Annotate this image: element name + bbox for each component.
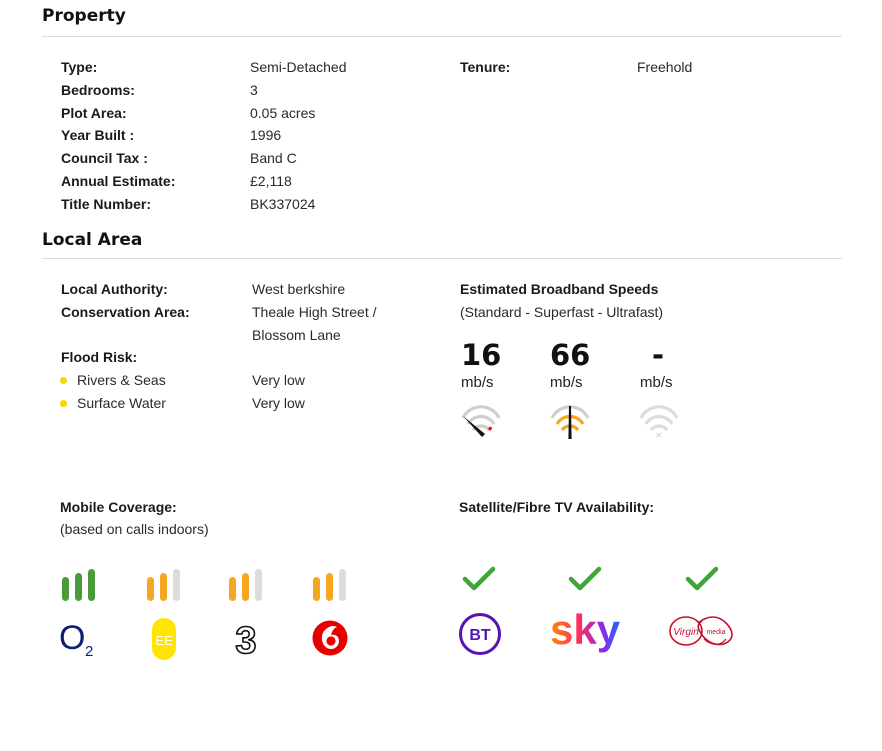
bt-available-check-icon: [462, 566, 496, 591]
council-tax-label: Council Tax :: [61, 150, 148, 166]
o2-logo: O 2: [59, 619, 93, 659]
type-label: Type:: [61, 59, 98, 75]
speedometer-unavailable-icon: [639, 405, 679, 438]
flood-bullet-dot: [60, 377, 67, 384]
speedometer-low-icon: [461, 405, 501, 437]
o2-signal-bars-icon: [62, 569, 95, 601]
local-authority-value: West berkshire: [252, 281, 346, 297]
ee-logo-text: EE: [155, 633, 173, 648]
plot-area-value: 0.05 acres: [250, 105, 316, 121]
conservation-area-label: Conservation Area:: [61, 304, 190, 320]
broadband-ultrafast-speed: -: [652, 338, 665, 372]
tenure-label: Tenure:: [460, 59, 511, 75]
sky-available-check-icon: [568, 566, 602, 591]
property-divider: [42, 36, 842, 37]
speedometer-mid-icon: [550, 405, 590, 439]
sky-logo-text: sky: [550, 606, 621, 653]
sky-logo: sky: [550, 606, 621, 653]
three-logo-text: 3: [235, 620, 256, 659]
tv-availability-title: Satellite/Fibre TV Availability:: [459, 499, 655, 515]
virgin-logo-text: Virgin: [673, 627, 699, 638]
plot-area-label: Plot Area:: [61, 105, 127, 121]
broadband-standard-unit: mb/s: [461, 374, 494, 391]
o2-logo-subscript: 2: [85, 643, 93, 659]
o2-logo-text: O: [59, 619, 85, 657]
three-signal-bars-icon: [229, 569, 262, 601]
vodafone-signal-bars-icon: [313, 569, 346, 601]
year-built-value: 1996: [250, 127, 282, 143]
bedrooms-label: Bedrooms:: [61, 82, 135, 98]
annual-estimate-value: £2,118: [250, 173, 292, 189]
vodafone-logo: [312, 620, 348, 656]
broadband-superfast-unit: mb/s: [550, 374, 583, 391]
virgin-media-logo: Virgin media: [669, 616, 733, 646]
year-built-label: Year Built :: [61, 127, 135, 143]
flood-rivers-seas-label: Rivers & Seas: [77, 372, 166, 388]
bt-logo: BT: [459, 613, 501, 655]
three-logo: 3: [235, 619, 258, 659]
broadband-superfast-speed: 66: [550, 338, 591, 372]
mobile-coverage-title: Mobile Coverage:: [60, 499, 177, 515]
council-tax-value: Band C: [250, 150, 297, 166]
flood-rivers-seas-value: Very low: [252, 372, 305, 388]
annual-estimate-label: Annual Estimate:: [61, 173, 176, 189]
bedrooms-value: 3: [250, 82, 258, 98]
flood-risk-label: Flood Risk:: [61, 349, 138, 365]
bt-logo-text: BT: [469, 627, 491, 644]
local-authority-label: Local Authority:: [61, 281, 168, 297]
ee-signal-bars-icon: [147, 569, 180, 601]
broadband-standard-speed: 16: [461, 338, 502, 372]
flood-surface-water-value: Very low: [252, 395, 305, 411]
mobile-coverage-subtitle: (based on calls indoors): [60, 521, 209, 537]
flood-surface-water-label: Surface Water: [77, 395, 166, 411]
broadband-subtitle: (Standard - Superfast - Ultrafast): [460, 304, 664, 320]
property-heading: Property: [42, 6, 126, 26]
virgin-available-check-icon: [685, 566, 719, 591]
conservation-area-value-line2: Blossom Lane: [252, 327, 341, 343]
tenure-value: Freehold: [637, 59, 693, 75]
title-number-label: Title Number:: [61, 196, 151, 212]
local-area-heading: Local Area: [42, 230, 143, 250]
virgin-logo-subtext: media: [706, 629, 725, 636]
local-area-divider: [42, 258, 842, 259]
flood-bullet-dot: [60, 400, 67, 407]
broadband-ultrafast-unit: mb/s: [640, 374, 673, 391]
type-value: Semi-Detached: [250, 59, 347, 75]
title-number-value: BK337024: [250, 196, 316, 212]
ee-logo: EE: [152, 618, 176, 660]
conservation-area-value-line1: Theale High Street /: [252, 304, 377, 320]
broadband-title: Estimated Broadband Speeds: [460, 281, 659, 297]
